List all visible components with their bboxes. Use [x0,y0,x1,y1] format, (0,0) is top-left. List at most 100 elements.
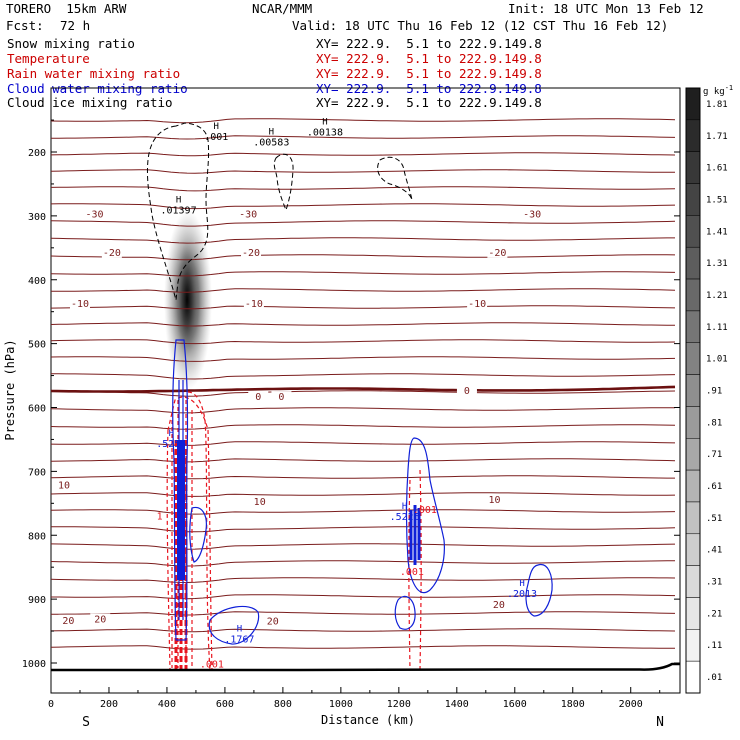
maximum-marker: H [176,195,181,205]
legend-xy-temperature: XY= 222.9. 5.1 to 222.9.149.8 [316,51,542,66]
colorbar-swatch [685,597,701,630]
colorbar-swatch [685,374,701,407]
maximum-value: .1767 [224,635,254,646]
temperature-contour-line [51,203,676,210]
maximum-marker: H [322,117,327,127]
temperature-contour-line [51,169,675,174]
maximum-marker: H [269,128,274,138]
x-tick-label: 0 [48,699,54,710]
temperature-label: 20 [267,616,279,627]
colorbar-label: 1.41 [706,227,728,237]
rain-label: 1 [157,511,163,522]
x-tick-label: 1800 [561,699,585,710]
temperature-contour-line [51,118,676,124]
colorbar-label: .31 [706,578,722,588]
maximum-value: .001 [204,132,228,143]
colorbar-swatch [685,438,701,471]
temperature-label-bg [467,297,488,309]
x-tick-label: 400 [158,699,176,710]
temperature-contour-line [51,458,676,463]
colorbar-unit-exponent: -1 [725,84,733,92]
colorbar-swatch [685,151,701,184]
rain-label: .001 [200,659,224,670]
colorbar-label: .11 [706,641,722,651]
colorbar-label: 1.51 [706,195,728,205]
temperature-contours [51,118,676,650]
maximum-marker: H [519,579,524,589]
temperature-contour-line [51,305,676,310]
temperature-contour-line [51,356,676,362]
temperature-label: 10 [58,480,70,491]
cloud-water-cell2-1 [405,437,445,594]
temperature-label-bg [456,384,477,396]
temperature-contour-line [51,543,676,550]
temperature-contour-line [51,594,676,600]
temperature-contour-line [51,373,676,380]
temperature-label: 0 [278,392,284,403]
colorbar-swatch [685,87,701,121]
colorbar-label: .41 [706,546,722,556]
colorbar-swatch [685,310,701,343]
temperature-label: 0 [255,392,261,403]
temperature-contour-line [51,135,676,140]
y-tick-label: 300 [28,212,46,223]
maximum-value: .00583 [253,138,289,149]
colorbar-swatch [685,533,701,566]
maximum-value: .01397 [160,205,196,216]
snow-contour-main [147,122,210,301]
x-tick-label: 600 [216,699,234,710]
colorbar-label: .71 [706,450,722,460]
temperature-label-bg [488,598,509,610]
temperature-label-bg [484,494,505,506]
temperature-contour-line [51,560,675,567]
colorbar-swatch [685,246,701,280]
temperature-label: -30 [239,210,257,221]
temperature-label: 20 [62,616,74,627]
cloud-water-cell2-low [394,595,416,630]
temperature-label-bg [84,208,105,220]
y-axis-title: Pressure (hPa) [3,339,17,440]
y-tick-label: 900 [28,595,46,606]
x-axis-title: Distance (km) [321,713,415,727]
temperature-contour-line [51,237,675,244]
snow-contours [147,122,413,301]
y-tick-label: 500 [28,340,46,351]
temperature-contour-line [51,577,676,584]
y-tick-label: 800 [28,531,46,542]
temperature-label: -20 [242,248,260,259]
colorbar-swatch [685,660,701,694]
legend-label-temperature: Temperature [7,51,90,66]
temperature-contour-line [51,271,676,277]
temperature-contour-line [51,288,676,293]
temperature-contour-line [51,220,676,227]
colorbar-label: 1.71 [706,132,728,142]
temperature-label-bg [487,246,508,258]
temperature-contour-line [51,186,676,192]
zero-isotherm [51,385,676,393]
rain-contour-outer-2 [187,391,211,671]
maximum-value: .2013 [507,589,537,600]
temperature-labels: -30 -30 -30 -20 -20 -20 -10 -10 -10 0 0 0 10 10 10 20 20… [54,208,543,627]
colorbar-swatch [685,278,701,312]
temperature-label-bg [69,297,90,309]
colorbar-swatch [685,501,701,535]
init-time: Init: 18 UTC Mon 13 Feb 12 [508,1,704,16]
colorbar-swatch [685,629,701,662]
y-tick-label: 600 [28,404,46,415]
direction-north: N [656,715,664,730]
rain-contour-second-cell [408,469,422,671]
cloud-water-main-core [177,440,185,580]
legend-label-snow: Snow mixing ratio [7,36,135,51]
colorbar-label: 1.81 [706,100,728,110]
direction-south: S [82,715,90,730]
legend-xy-snow: XY= 222.9. 5.1 to 222.9.149.8 [316,36,542,51]
temperature-label-bg [243,297,264,309]
forecast-hours: 72 h [60,18,91,33]
temperature-contour-line [51,441,676,446]
colorbar-swatch [685,119,701,152]
temperature-label: 0 [464,386,470,397]
colorbar-swatch [685,565,701,598]
cloud-water-side [189,506,207,563]
